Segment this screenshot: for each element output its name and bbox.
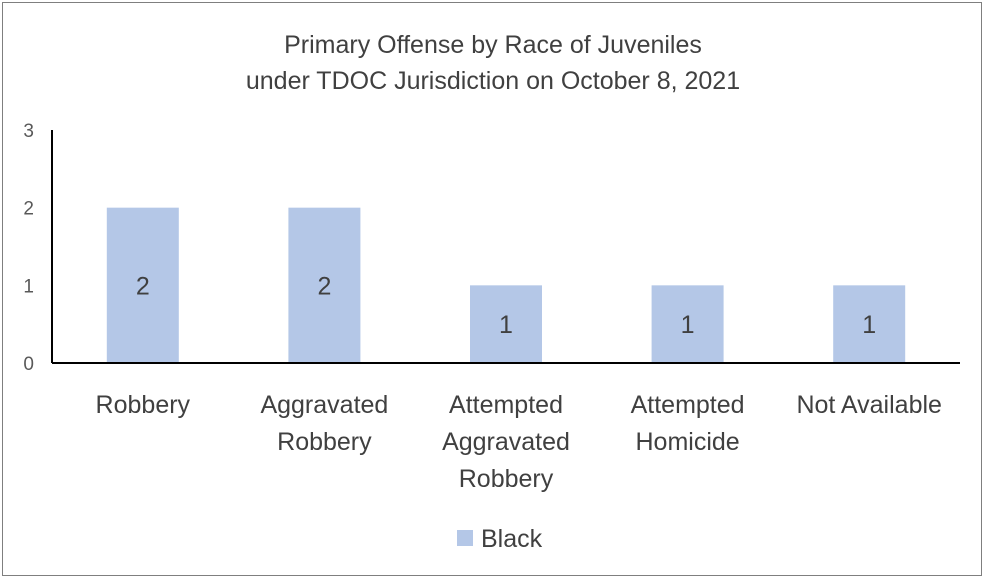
data-label: 2: [136, 272, 150, 300]
x-category-label: Attempted Aggravated Robbery: [442, 391, 570, 493]
x-category-label: Aggravated Robbery: [260, 391, 388, 456]
x-category-label: Attempted Homicide: [631, 391, 745, 456]
y-tick-label: 0: [23, 354, 34, 375]
data-label: 1: [681, 311, 695, 339]
y-tick-label: 2: [23, 199, 34, 220]
y-axis-ticks: 0 1 2 3: [23, 121, 34, 375]
legend-swatch: [457, 530, 473, 546]
x-axis-categories: Robbery Aggravated Robbery Attempted Aggrava…: [96, 391, 942, 493]
data-labels: 2 2 1 1 1: [136, 272, 876, 339]
y-tick-label: 3: [23, 121, 34, 142]
bar: [470, 285, 542, 363]
bar: [106, 207, 179, 363]
bar: [288, 207, 361, 363]
legend-label: Black: [481, 525, 543, 553]
y-tick-label: 1: [23, 276, 34, 297]
x-category-label: Not Available: [796, 391, 941, 419]
chart-title-line: Primary Offense by Race of Juveniles: [284, 31, 702, 59]
chart-title: Primary Offense by Race of Juveniles unde…: [246, 31, 740, 95]
x-category-label: Robbery: [96, 391, 191, 419]
bar: [833, 285, 906, 363]
data-label: 2: [317, 272, 331, 300]
bar: [651, 285, 724, 363]
bars: [106, 207, 906, 363]
chart-title-line: under TDOC Jurisdiction on October 8, 20…: [246, 67, 740, 95]
data-label: 1: [862, 311, 876, 339]
data-label: 1: [499, 311, 513, 339]
legend: Black: [457, 525, 543, 553]
